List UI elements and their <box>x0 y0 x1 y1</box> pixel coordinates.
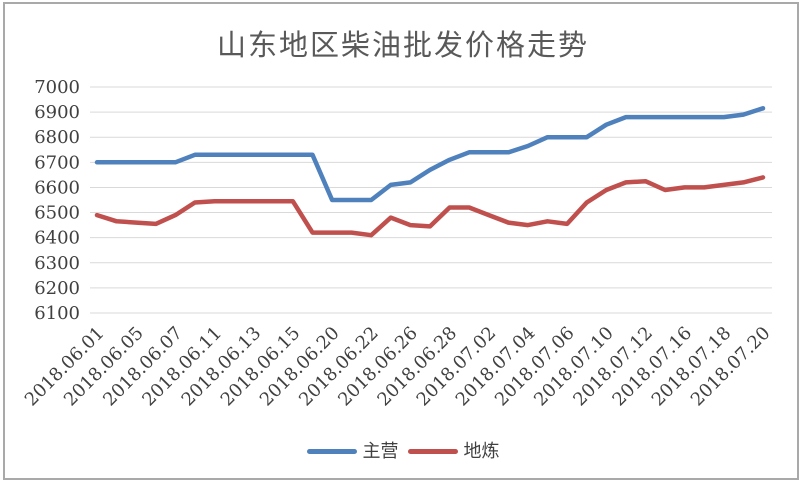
legend-item-local: 地炼 <box>407 441 500 463</box>
y-tick-label: 6800 <box>34 127 80 148</box>
series-line-1 <box>94 175 766 238</box>
y-tick-label: 6900 <box>34 102 80 123</box>
legend-label-main: 主营 <box>362 441 399 462</box>
y-tick-label: 6600 <box>34 177 80 198</box>
y-tick-label: 6200 <box>34 278 80 299</box>
y-tick-label: 6700 <box>34 152 80 173</box>
chart-title: 山东地区柴油批发价格走势 <box>216 28 589 62</box>
legend-line-swatch-main <box>306 449 357 455</box>
y-tick-label: 7000 <box>34 77 80 98</box>
y-tick-label: 6100 <box>34 303 80 324</box>
legend-line-swatch-local <box>407 449 458 455</box>
y-tick-label: 6400 <box>34 228 80 249</box>
y-tick-label: 6500 <box>34 203 80 224</box>
chart-legend: 主营 地炼 <box>0 441 806 463</box>
series-line-0 <box>94 106 766 203</box>
legend-item-main: 主营 <box>306 441 399 463</box>
y-tick-label: 6300 <box>34 253 80 274</box>
chart-frame <box>3 2 799 480</box>
legend-label-local: 地炼 <box>463 441 500 462</box>
